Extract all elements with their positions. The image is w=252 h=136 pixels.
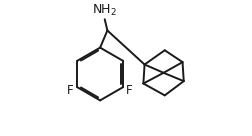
Text: F: F (125, 84, 132, 97)
Text: F: F (67, 84, 74, 97)
Text: NH$_2$: NH$_2$ (92, 3, 117, 18)
